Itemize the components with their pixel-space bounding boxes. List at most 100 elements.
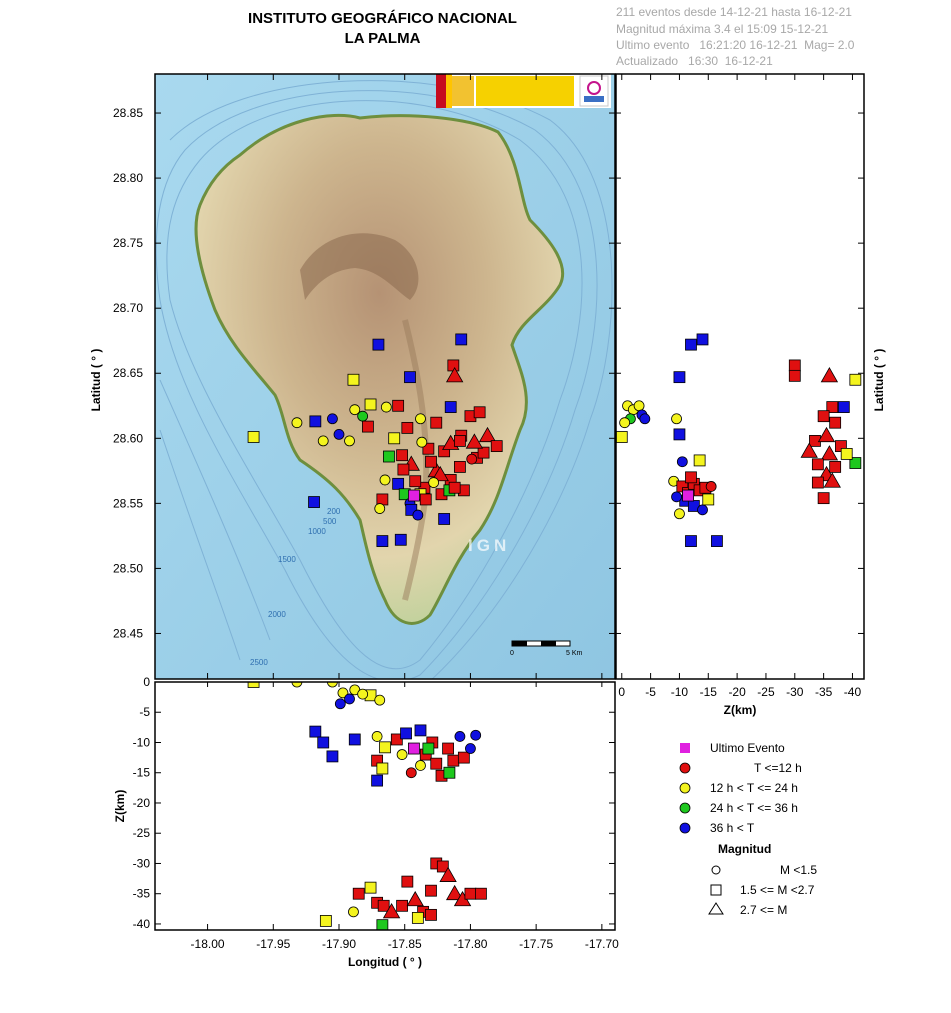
lon-tick-label: -17.70 [585,937,619,951]
lon-depth-event-marker [364,881,377,894]
map-event-marker [392,399,405,412]
lon-depth-event-marker [464,887,477,900]
lon-tick-label: -17.90 [322,937,356,951]
depth-tick-label: 0 [143,675,150,689]
right-depth-tick-label: -20 [728,685,746,699]
lat-tick-label: 28.65 [113,366,143,380]
map-event-marker [404,371,416,384]
right-depth-tick-label: -10 [671,685,689,699]
legend-magnitude-label: M <1.5 [780,863,817,877]
lon-depth-event-marker [377,899,390,912]
depth-lat-event-marker [811,476,824,489]
map-event-marker [374,503,386,514]
lon-tick-label: -17.85 [388,937,422,951]
legend-swatch [679,782,691,794]
depth-lat-event-marker [829,416,842,429]
lon-depth-event-marker [326,750,339,763]
map-event-marker [445,367,464,383]
lat-tick-label: 28.85 [113,106,143,120]
lon-depth-event-marker [334,698,346,710]
map-event-marker [416,436,428,448]
lon-depth-event-marker [390,733,403,746]
map-event-marker [308,496,320,508]
depth-lat-event-marker [702,493,715,506]
depth-lat-event-marker [616,431,628,443]
map-event-marker [409,475,422,488]
lon-depth-event-marker [371,731,383,742]
lon-depth-event-marker [406,890,424,907]
map-event-marker [473,406,486,419]
depth-lat-event-marker [685,471,697,484]
map-event-marker [438,445,451,458]
map-event-marker [425,455,437,468]
depth-tick-label: -40 [133,917,151,931]
lon-depth-event-marker [414,724,427,737]
map-event-marker [419,493,432,506]
depth-lat-event-marker [840,448,853,460]
map-event-marker [490,440,503,453]
depth-lat-event-marker [849,457,862,469]
ministerio-logo-icon [436,74,611,108]
page-title-line2: LA PALMA [344,30,421,47]
right-y-axis-label: Latitud ( ° ) [872,349,886,412]
legend: Ultimo Evento T <=12 h 12 h < T <= 24 h 24 … [679,741,817,917]
map-event-marker [247,431,260,443]
bottom-frame [154,681,616,931]
map-event-marker [344,435,355,447]
map-event-marker [431,465,449,482]
depth-tick-label: -10 [133,735,151,749]
lon-depth-event-marker [374,694,386,706]
info-max-magnitude: Magnitud máxima 3.4 el 15:09 15-12-21 [616,22,829,36]
depth-lat-event-marker [817,426,836,443]
right-depth-tick-label: -30 [786,685,804,699]
map-event-marker [309,415,322,428]
map-event-marker [347,373,360,386]
lon-depth-event-marker [430,757,443,770]
map-event-marker [291,417,303,429]
lon-depth-event-marker [348,733,361,746]
info-updated: Actualizado 16:30 16-12-21 [616,54,773,68]
legend-swatch [679,802,691,814]
lon-depth-event-marker [475,887,487,900]
map-event-marker [396,449,408,462]
map-event-marker [327,413,338,425]
lon-depth-event-marker [470,729,482,741]
map-event-marker [447,359,460,372]
lon-depth-event-marker [352,887,365,900]
depth-lat-event-marker [671,413,682,425]
lon-depth-event-marker [371,774,384,787]
lon-depth-event-marker [405,767,417,779]
lon-depth-event-marker [376,762,389,775]
lon-depth-event-marker [376,919,389,930]
lat-tick-label: 28.50 [113,561,143,575]
depth-lat-event-marker [817,492,830,505]
legend-magnitude-label: 1.5 <= M <2.7 [740,883,815,897]
map-event-marker [422,442,435,455]
map-event-marker [317,435,329,447]
depth-lat-event-marker [673,428,686,441]
map-event-marker [397,463,410,476]
map-event-marker [455,333,468,346]
depth-lat-event-marker [639,413,651,425]
lat-tick-label: 28.45 [113,626,143,640]
map-y-axis-label: Latitud ( ° ) [89,349,103,412]
legend-item-label: 12 h < T <= 24 h [710,781,798,795]
lon-depth-event-marker [319,915,332,927]
lat-tick-label: 28.55 [113,496,143,510]
map-panel: IGN 0 5 Km 200 500 1000 1500 2000 2500 [155,74,615,679]
legend-swatch [679,822,691,834]
map-event-marker [372,338,385,351]
lon-depth-event-marker [439,866,457,882]
depth-tick-label: -5 [139,705,150,719]
island-land [194,113,565,625]
lon-depth-event-marker [396,749,408,760]
bathy-label-500: 500 [323,517,337,526]
map-event-marker [379,474,391,486]
lon-depth-event-marker [382,903,401,919]
map-event-marker [430,416,443,429]
depth-tick-label: -20 [133,796,151,810]
lon-depth-event-marker [357,688,369,700]
lon-depth-event-marker [379,741,391,754]
bottom-y-axis-label: Z(km) [113,790,127,823]
map-event-marker [444,401,457,413]
